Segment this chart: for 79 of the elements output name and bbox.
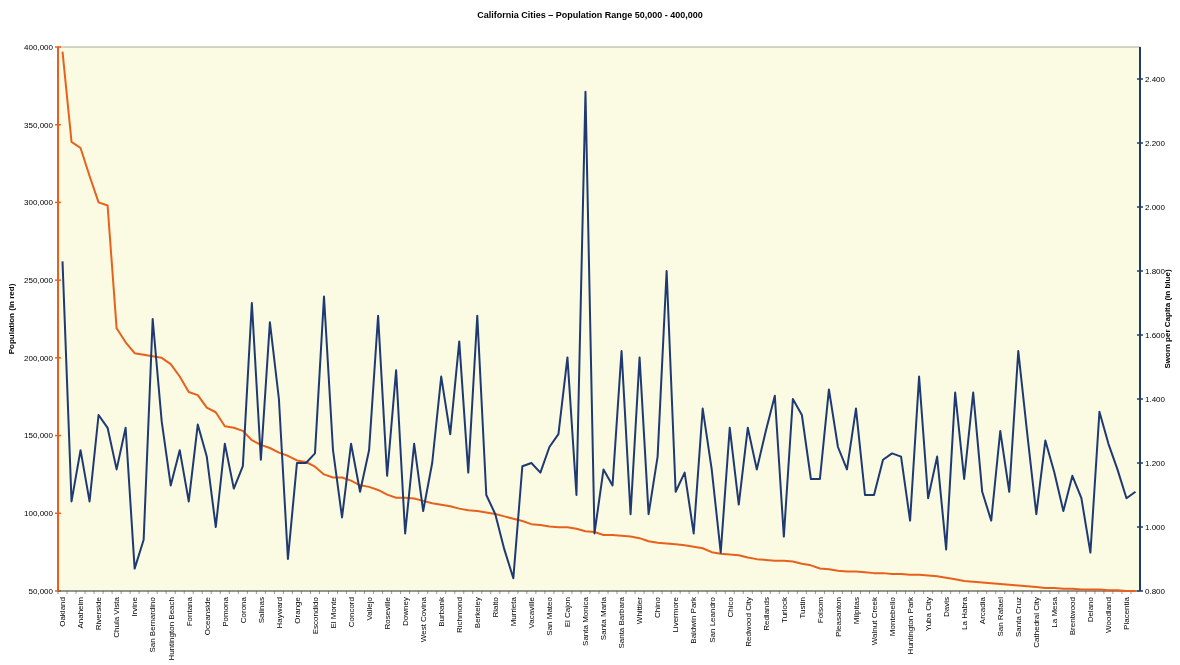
x-tick-label: Santa Cruz	[1014, 597, 1024, 638]
x-tick-label: Baldwin Park	[689, 596, 699, 644]
x-tick-label: Pleasanton	[833, 597, 843, 638]
y2-tick-label: 1.400	[1145, 394, 1166, 404]
x-tick-label: Burbank	[437, 596, 447, 627]
y-tick-label: 150,000	[24, 431, 54, 441]
x-tick-label: Delano	[1086, 596, 1096, 623]
x-tick-label: Anaheim	[76, 596, 86, 629]
x-tick-label: Woodland	[1104, 597, 1114, 633]
x-tick-label: Richmond	[455, 597, 465, 634]
y2-tick-label: 1.200	[1145, 458, 1166, 468]
x-tick-label: Livermore	[671, 596, 681, 633]
x-tick-label: Arcadia	[978, 596, 988, 625]
x-tick-label: Santa Barbara	[617, 596, 627, 649]
y-tick-label: 300,000	[24, 198, 54, 208]
y-tick-label: 100,000	[24, 509, 54, 519]
x-tick-label: Chico	[725, 596, 735, 618]
x-tick-label: Vacaville	[527, 596, 537, 629]
x-tick-label: Oakland	[58, 597, 68, 627]
x-tick-label: Montebello	[887, 596, 897, 637]
x-tick-label: Murrieta	[509, 596, 519, 627]
x-tick-label: Escondido	[310, 596, 320, 635]
y2-tick-label: 0.800	[1145, 586, 1166, 596]
x-tick-label: Folsom	[815, 596, 825, 624]
y-axis-title: Population (in red)	[7, 283, 16, 355]
x-tick-label: La Mesa	[1050, 596, 1060, 628]
x-tick-label: Irvine	[130, 596, 140, 617]
x-tick-label: San Leandro	[707, 596, 717, 643]
y2-tick-label: 2.000	[1145, 202, 1166, 212]
y2-tick-label: 1.000	[1145, 522, 1166, 532]
x-tick-label: Whittier	[635, 596, 645, 625]
y-tick-label: 200,000	[24, 353, 54, 363]
x-tick-label: Brentwood	[1068, 597, 1078, 636]
x-tick-label: Santa Monica	[581, 596, 591, 646]
x-tick-label: Placentia	[1122, 596, 1132, 630]
x-tick-label: Huntington Beach	[166, 597, 176, 661]
x-tick-label: Orange	[292, 596, 302, 624]
x-tick-label: Rialto	[491, 596, 501, 618]
x-tick-label: Cathedral City	[1032, 597, 1042, 648]
y2-tick-label: 1.600	[1145, 330, 1166, 340]
y-tick-label: 400,000	[24, 42, 54, 52]
y2-tick-label: 2.400	[1145, 74, 1166, 84]
x-tick-label: Santa Maria	[599, 596, 609, 641]
x-tick-label: Roseville	[382, 596, 392, 630]
x-tick-label: Huntington Park	[905, 596, 915, 655]
x-tick-label: San Mateo	[545, 596, 555, 636]
x-tick-label: El Cajon	[563, 597, 573, 628]
x-tick-label: Redlands	[761, 597, 771, 631]
chart-title: California Cities – Population Range 50,000 - 400,000	[477, 10, 703, 20]
x-tick-label: Vallejo	[364, 596, 374, 621]
x-tick-label: Walnut Creek	[869, 596, 879, 646]
y2-tick-label: 1.800	[1145, 266, 1166, 276]
x-tick-label: San Rafael	[996, 596, 1006, 637]
x-tick-label: Riverside	[94, 596, 104, 631]
x-tick-label: Yuba City	[923, 597, 933, 632]
x-tick-label: West Covina	[418, 596, 428, 643]
x-tick-label: Corona	[238, 596, 248, 624]
x-tick-label: Hayward	[274, 597, 284, 629]
y2-tick-label: 2.200	[1145, 138, 1166, 148]
y-tick-label: 50,000	[28, 586, 54, 596]
x-tick-label: Berkeley	[473, 597, 483, 629]
x-tick-label: Salinas	[256, 597, 266, 624]
x-tick-label: Davis	[941, 597, 951, 618]
x-tick-label: El Monte	[328, 596, 338, 629]
x-tick-label: La Habra	[959, 596, 969, 630]
x-tick-label: Concord	[346, 597, 356, 628]
y-tick-label: 250,000	[24, 275, 54, 285]
x-tick-label: Milpitas	[851, 597, 861, 625]
x-tick-label: Chula Vista	[112, 596, 122, 638]
y-tick-label: 350,000	[24, 120, 54, 130]
x-tick-label: Tustin	[797, 597, 807, 619]
x-tick-label: Downey	[400, 597, 410, 626]
x-tick-label: San Bernardino	[148, 596, 158, 653]
x-tick-label: Oceanside	[202, 596, 212, 636]
x-tick-label: Turlock	[779, 596, 789, 623]
x-tick-label: Redwood City	[743, 597, 753, 647]
x-tick-label: Pomona	[220, 596, 230, 627]
x-tick-label: Chino	[653, 596, 663, 618]
x-tick-label: Fontana	[184, 596, 194, 627]
